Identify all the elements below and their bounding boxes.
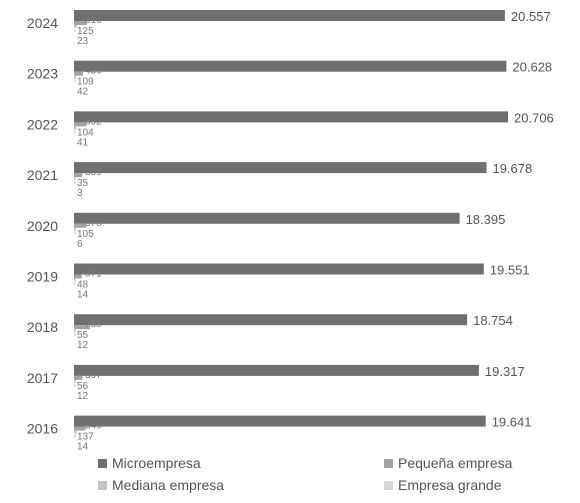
- value-label-microempresa-2020: 18.395: [466, 212, 506, 227]
- value-label-empresa-grande-2016: 14: [77, 442, 89, 453]
- value-label-pequeña-empresa-2017: 397: [85, 370, 102, 381]
- value-label-empresa-grande-2021: 3: [77, 188, 83, 199]
- category-label-2022: 2022: [27, 116, 58, 132]
- bar-2017-mediana-empresa: [74, 379, 76, 383]
- value-label-empresa-grande-2020: 6: [77, 239, 83, 250]
- legend-label-pequeña-empresa: Pequeña empresa: [398, 455, 513, 471]
- value-label-pequeña-empresa-2020: 578: [85, 218, 102, 229]
- bar-2024-microempresa: [74, 10, 505, 21]
- legend-swatch-empresa-grande: [384, 481, 393, 490]
- value-label-empresa-grande-2022: 41: [77, 137, 89, 148]
- bar-2022-microempresa: [74, 111, 509, 123]
- bar-2016-mediana-empresa: [74, 430, 77, 434]
- value-label-microempresa-2022: 20.706: [514, 110, 554, 125]
- category-label-2024: 2024: [27, 15, 58, 31]
- bar-2024-pequeña-empresa: [74, 21, 87, 25]
- value-label-microempresa-2018: 18.754: [473, 313, 513, 328]
- value-label-pequeña-empresa-2019: 371: [85, 269, 102, 280]
- value-label-empresa-grande-2018: 12: [77, 340, 89, 351]
- bar-2019-empresa-grande: [74, 282, 76, 286]
- value-label-mediana-empresa-2022: 104: [77, 127, 94, 138]
- bar-2023-microempresa: [74, 60, 507, 72]
- category-label-2023: 2023: [27, 66, 58, 82]
- value-label-mediana-empresa-2018: 55: [77, 330, 89, 341]
- value-label-pequeña-empresa-2023: 430: [85, 66, 102, 77]
- value-label-empresa-grande-2024: 23: [77, 36, 89, 47]
- legend-swatch-pequeña-empresa: [384, 459, 393, 468]
- value-label-pequeña-empresa-2016: 549: [85, 421, 102, 432]
- bar-2021-mediana-empresa: [74, 177, 76, 181]
- category-label-2021: 2021: [27, 167, 58, 183]
- bar-2018-mediana-empresa: [74, 329, 76, 333]
- value-label-empresa-grande-2017: 12: [77, 391, 89, 402]
- bar-2020-pequeña-empresa: [74, 223, 87, 228]
- bar-2020-microempresa: [74, 212, 460, 224]
- category-label-2017: 2017: [27, 370, 58, 386]
- value-label-mediana-empresa-2020: 105: [77, 229, 94, 240]
- bar-2019-mediana-empresa: [74, 278, 76, 282]
- bar-2021-microempresa: [74, 162, 487, 174]
- bar-2017-microempresa: [74, 364, 479, 376]
- value-label-microempresa-2024: 20.557: [511, 9, 551, 24]
- bar-2024-empresa-grande: [74, 29, 76, 32]
- value-label-mediana-empresa-2024: 125: [77, 26, 94, 37]
- bar-2019-microempresa: [74, 263, 484, 275]
- value-label-microempresa-2016: 19.641: [492, 415, 532, 430]
- category-label-2018: 2018: [27, 319, 58, 335]
- legend-label-mediana-empresa: Mediana empresa: [112, 477, 224, 493]
- value-label-pequeña-empresa-2021: 389: [85, 167, 102, 178]
- bar-2023-mediana-empresa: [74, 75, 77, 79]
- bar-2017-empresa-grande: [74, 383, 76, 387]
- legend-swatch-mediana-empresa: [98, 481, 107, 490]
- value-label-mediana-empresa-2023: 109: [77, 77, 94, 88]
- bar-2020-mediana-empresa: [74, 227, 77, 231]
- bar-2018-microempresa: [74, 314, 468, 326]
- value-label-pequeña-empresa-2022: 592: [85, 116, 102, 127]
- bar-2024-mediana-empresa: [74, 25, 77, 28]
- bar-2016-pequeña-empresa: [74, 426, 86, 431]
- bar-2023-empresa-grande: [74, 79, 76, 83]
- bar-2021-empresa-grande: [74, 181, 76, 185]
- bar-2022-pequeña-empresa: [74, 122, 87, 127]
- value-label-pequeña-empresa-2024: 616: [85, 15, 102, 26]
- bar-2018-empresa-grande: [74, 333, 76, 337]
- category-label-2016: 2016: [27, 421, 58, 437]
- bar-2022-mediana-empresa: [74, 126, 77, 130]
- bar-2017-pequeña-empresa: [74, 375, 83, 380]
- bar-2021-pequeña-empresa: [74, 173, 83, 178]
- value-label-empresa-grande-2023: 42: [77, 87, 89, 98]
- bar-2023-pequeña-empresa: [74, 71, 84, 76]
- value-label-mediana-empresa-2021: 35: [77, 178, 89, 189]
- value-label-pequeña-empresa-2018: 758: [85, 319, 102, 330]
- value-label-mediana-empresa-2017: 56: [77, 381, 89, 392]
- bar-2022-empresa-grande: [74, 130, 76, 134]
- value-label-mediana-empresa-2019: 48: [77, 280, 89, 291]
- legend-swatch-microempresa: [98, 459, 107, 468]
- value-label-microempresa-2023: 20.628: [512, 60, 552, 75]
- value-label-microempresa-2019: 19.551: [490, 263, 530, 278]
- category-label-2019: 2019: [27, 269, 58, 285]
- value-label-empresa-grande-2019: 14: [77, 290, 89, 301]
- bar-2016-empresa-grande: [74, 434, 76, 438]
- bar-2018-pequeña-empresa: [74, 325, 90, 330]
- bar-2020-empresa-grande: [74, 231, 76, 235]
- legend-label-empresa-grande: Empresa grande: [398, 477, 502, 493]
- category-label-2020: 2020: [27, 218, 58, 234]
- value-label-microempresa-2021: 19.678: [492, 161, 532, 176]
- bar-2019-pequeña-empresa: [74, 274, 82, 279]
- value-label-mediana-empresa-2016: 137: [77, 432, 94, 443]
- bar-2016-microempresa: [74, 415, 486, 427]
- value-label-microempresa-2017: 19.317: [485, 364, 525, 379]
- legend-label-microempresa: Microempresa: [112, 455, 201, 471]
